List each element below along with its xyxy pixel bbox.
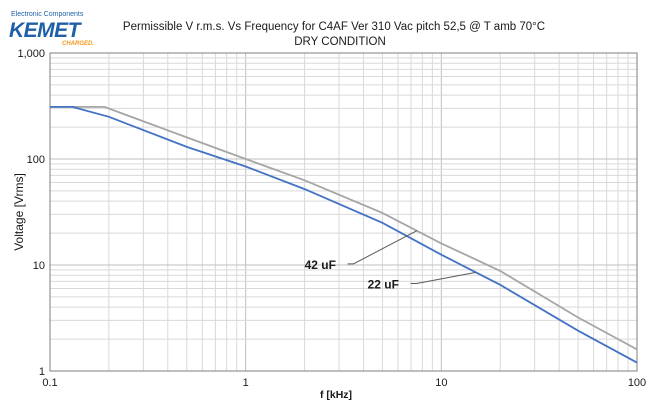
series-line-22uf bbox=[50, 106, 638, 364]
y-tick-label: 100 bbox=[27, 154, 45, 166]
x-tick-label: 100 bbox=[628, 377, 646, 389]
x-axis-label: f [kHz] bbox=[320, 389, 352, 401]
x-tick-label: 10 bbox=[435, 377, 447, 389]
logo-tagline-top: Electronic Components bbox=[11, 11, 84, 18]
chart-title: Permissible V r.m.s. Vs Frequency for C4… bbox=[123, 21, 545, 33]
annotations: 42 uF 22 uF bbox=[305, 230, 476, 292]
y-tick-label: 1,000 bbox=[17, 48, 45, 60]
annotation-label: 22 uF bbox=[368, 278, 399, 292]
annotation-label: 42 uF bbox=[305, 258, 336, 272]
y-tick-label: 10 bbox=[33, 260, 45, 272]
x-tick-label: 1 bbox=[243, 377, 249, 389]
kemet-logo: Electronic Components KEMET CHARGED. bbox=[9, 11, 94, 47]
logo-tagline-bottom: CHARGED. bbox=[62, 41, 94, 47]
y-tick-label: 1 bbox=[39, 366, 45, 378]
grid bbox=[49, 53, 637, 372]
series-line-42uf bbox=[50, 106, 638, 351]
plot-frame bbox=[49, 52, 638, 372]
chart-subtitle: DRY CONDITION bbox=[294, 36, 386, 48]
series-lines bbox=[50, 106, 638, 364]
annotation-leader bbox=[347, 230, 418, 265]
logo-wordmark: KEMET bbox=[9, 19, 83, 42]
annotation-leader bbox=[410, 271, 476, 285]
x-tick-label: 0.1 bbox=[42, 377, 57, 389]
y-axis-label: Voltage [Vrms] bbox=[12, 173, 26, 251]
